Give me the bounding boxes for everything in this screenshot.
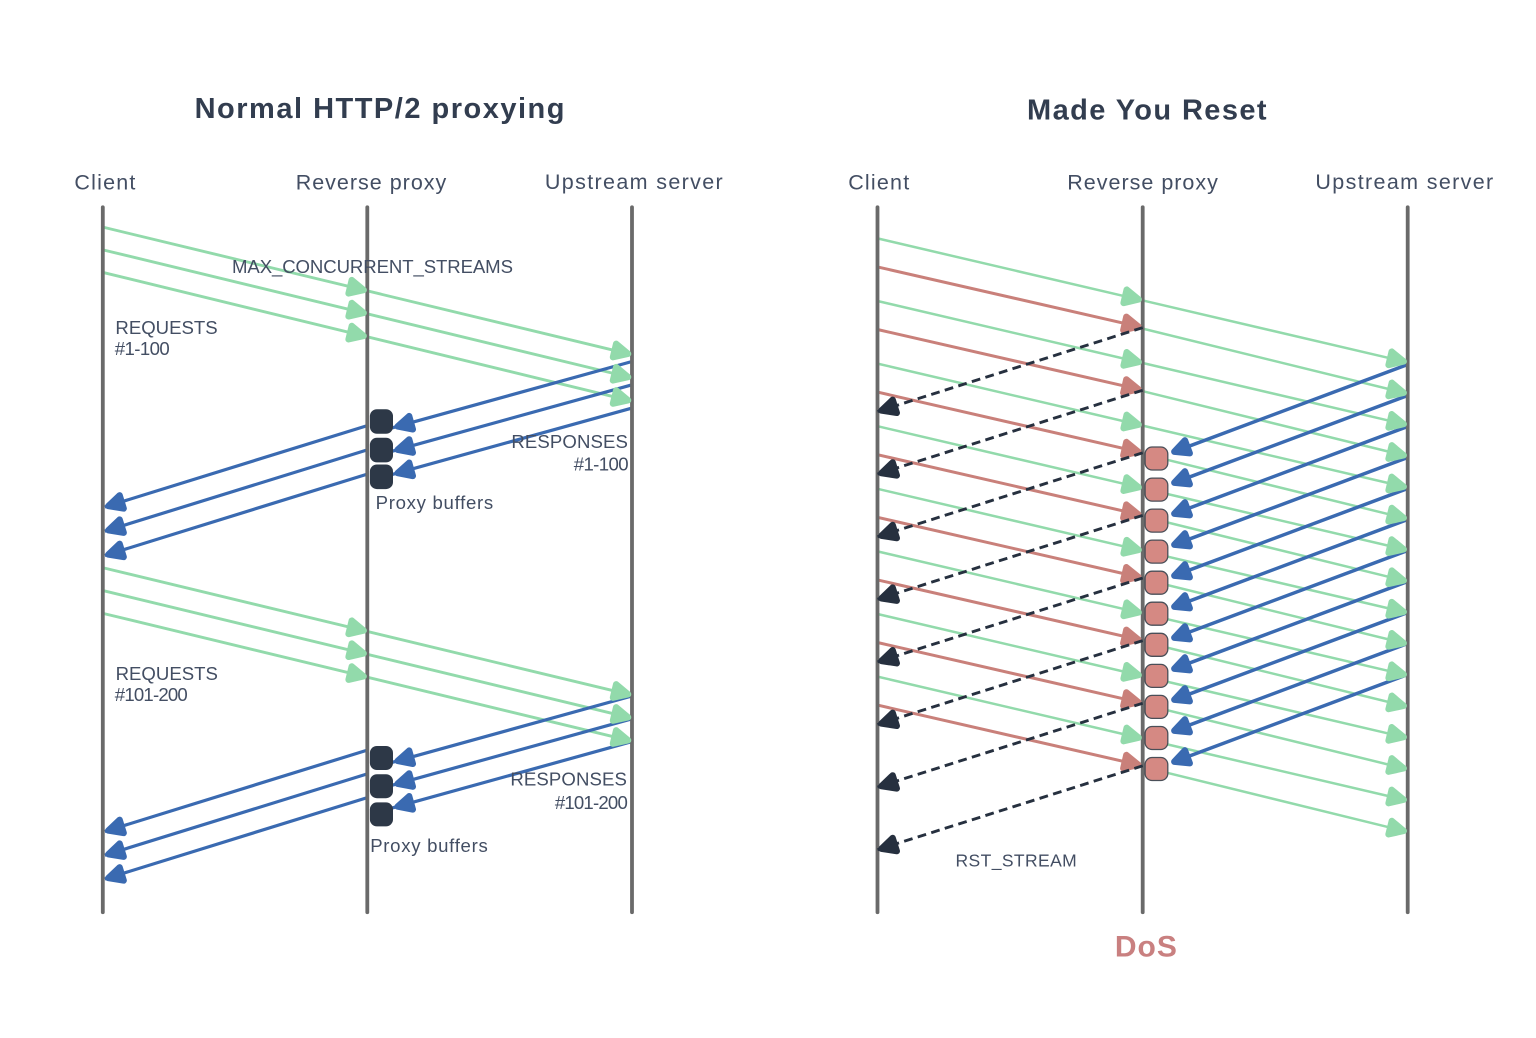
svg-text:REQUESTS: REQUESTS bbox=[116, 663, 218, 684]
svg-text:Reverse proxy: Reverse proxy bbox=[296, 171, 448, 195]
svg-text:Normal HTTP/2 proxying: Normal HTTP/2 proxying bbox=[195, 93, 566, 125]
svg-text:RST_STREAM: RST_STREAM bbox=[956, 850, 1078, 871]
svg-text:#101-200: #101-200 bbox=[115, 684, 188, 705]
svg-text:MAX_CONCURRENT_STREAMS: MAX_CONCURRENT_STREAMS bbox=[232, 256, 513, 278]
svg-text:Upstream server: Upstream server bbox=[1315, 170, 1494, 194]
svg-text:#101-200: #101-200 bbox=[555, 792, 628, 813]
svg-text:Upstream server: Upstream server bbox=[545, 170, 724, 194]
svg-text:DoS: DoS bbox=[1115, 930, 1178, 963]
svg-text:RESPONSES: RESPONSES bbox=[510, 769, 627, 790]
svg-text:Proxy buffers: Proxy buffers bbox=[376, 492, 494, 513]
svg-text:Proxy buffers: Proxy buffers bbox=[370, 835, 488, 856]
svg-text:#1-100: #1-100 bbox=[574, 454, 629, 475]
svg-text:#1-100: #1-100 bbox=[115, 338, 170, 359]
svg-text:Reverse proxy: Reverse proxy bbox=[1067, 171, 1219, 195]
svg-text:Made You Reset: Made You Reset bbox=[1027, 95, 1268, 127]
svg-text:Client: Client bbox=[74, 171, 136, 195]
svg-text:REQUESTS: REQUESTS bbox=[115, 317, 217, 338]
svg-text:Client: Client bbox=[848, 171, 910, 195]
svg-text:RESPONSES: RESPONSES bbox=[511, 431, 628, 452]
